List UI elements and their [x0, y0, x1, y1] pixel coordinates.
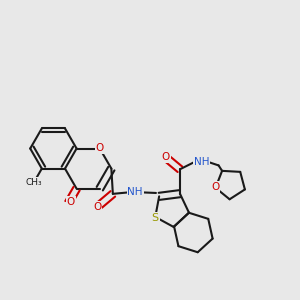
Text: O: O	[67, 196, 75, 207]
Text: S: S	[152, 213, 159, 223]
Text: CH₃: CH₃	[26, 178, 42, 187]
Text: O: O	[96, 143, 104, 153]
Text: O: O	[212, 182, 220, 192]
Text: NH: NH	[194, 157, 209, 167]
Text: NH: NH	[128, 188, 143, 197]
Text: O: O	[161, 152, 170, 162]
Text: O: O	[93, 202, 101, 212]
